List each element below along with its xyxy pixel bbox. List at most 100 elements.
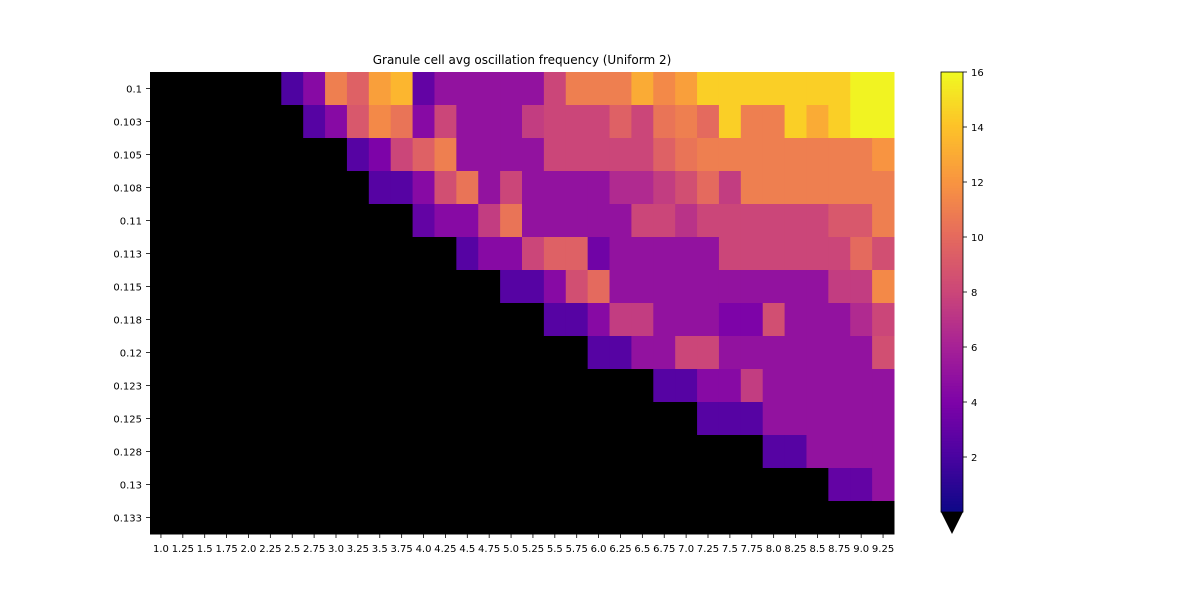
heatmap-cell [762,402,786,436]
colorbar-segment [941,454,963,458]
colorbar-segment [941,407,963,411]
colorbar-segment [941,305,963,310]
colorbar-segment [941,338,963,343]
heatmap-cell [718,336,742,370]
heatmap-cell [587,435,611,469]
x-tick-label: 3.0 [328,544,344,555]
heatmap-cell [762,72,786,106]
heatmap-cell [478,204,501,238]
heatmap-cell [215,72,239,106]
colorbar-segment [941,281,963,285]
heatmap-cell [762,270,786,304]
heatmap-cell [828,105,851,139]
x-tick-label: 5.25 [522,544,544,555]
heatmap-cell [587,138,611,172]
colorbar-segment [941,272,963,277]
heatmap-cell [850,237,873,271]
heatmap-cell [390,369,414,403]
heatmap-cell [850,402,873,436]
heatmap-cell [806,171,829,205]
colorbar-tick-label: 4 [971,398,977,409]
heatmap-cell [762,237,786,271]
x-tick-label: 2.75 [303,544,325,555]
heatmap-cell [434,369,457,403]
heatmap-cell [653,270,676,304]
heatmap-cell [828,138,851,172]
heatmap-cell [543,468,567,502]
heatmap-cell [325,369,348,403]
heatmap-cell [346,72,370,106]
heatmap-cell [325,105,348,139]
heatmap-cell [500,369,523,403]
heatmap-cell [762,468,786,502]
colorbar-segment [941,462,963,466]
heatmap-cell [478,237,501,271]
colorbar-segment [941,448,963,453]
heatmap-cell [675,171,698,205]
heatmap-cell [653,336,676,370]
heatmap-cell [346,501,370,535]
colorbar-segment [941,371,963,376]
heatmap-cell [850,369,873,403]
x-tick-label: 6.5 [634,544,650,555]
heatmap-cell [609,435,632,469]
heatmap-cell [303,369,326,403]
heatmap-cell [456,435,479,469]
colorbar-segment [941,228,963,233]
heatmap-cell [609,171,632,205]
heatmap-cell [718,105,742,139]
colorbar-segment [941,396,963,400]
heatmap-cell [522,468,545,502]
heatmap-cell [850,336,873,370]
heatmap-cell [368,303,392,337]
heatmap-cell [500,72,523,106]
x-tick-label: 8.25 [784,544,806,555]
heatmap-cell [325,270,348,304]
heatmap-cell [281,468,304,502]
colorbar-segment [941,484,963,488]
x-tick-label: 8.75 [828,544,850,555]
colorbar-segment [941,143,963,147]
heatmap-cell [609,72,632,106]
heatmap-cell [368,468,392,502]
heatmap-cell [193,270,217,304]
heatmap-cell [522,402,545,436]
colorbar-segment [941,275,963,279]
colorbar-segment [941,176,963,180]
heatmap-cell [828,336,851,370]
heatmap-cell [850,435,873,469]
heatmap-cell [215,270,239,304]
heatmap-cell [368,171,392,205]
heatmap-cell [390,501,414,535]
heatmap-cell [237,270,260,304]
colorbar-segment [941,363,963,367]
heatmap-cell [762,105,786,139]
colorbar-segment [941,476,963,480]
heatmap-cell [784,336,807,370]
heatmap-cell [478,105,501,139]
heatmap-cell [171,171,195,205]
heatmap-cell [259,402,282,436]
heatmap-cell [762,336,786,370]
heatmap-cell [259,105,282,139]
colorbar-segment [941,102,963,106]
heatmap-cell [434,468,457,502]
heatmap-cell [434,138,457,172]
heatmap-cell [412,369,435,403]
colorbar-segment [941,446,963,450]
heatmap-cell [325,501,348,535]
heatmap-cell [193,369,217,403]
heatmap-cell [784,105,807,139]
heatmap-cell [281,369,304,403]
heatmap-cell [522,435,545,469]
colorbar-segment [941,135,963,139]
heatmap-cell [303,336,326,370]
heatmap-cell [171,435,195,469]
heatmap-cell [522,336,545,370]
heatmap-cell [368,336,392,370]
colorbar-segment [941,352,963,356]
y-tick-label: 0.125 [113,415,142,426]
heatmap-cell [718,369,742,403]
colorbar-segment [941,231,963,235]
heatmap-cell [587,501,611,535]
